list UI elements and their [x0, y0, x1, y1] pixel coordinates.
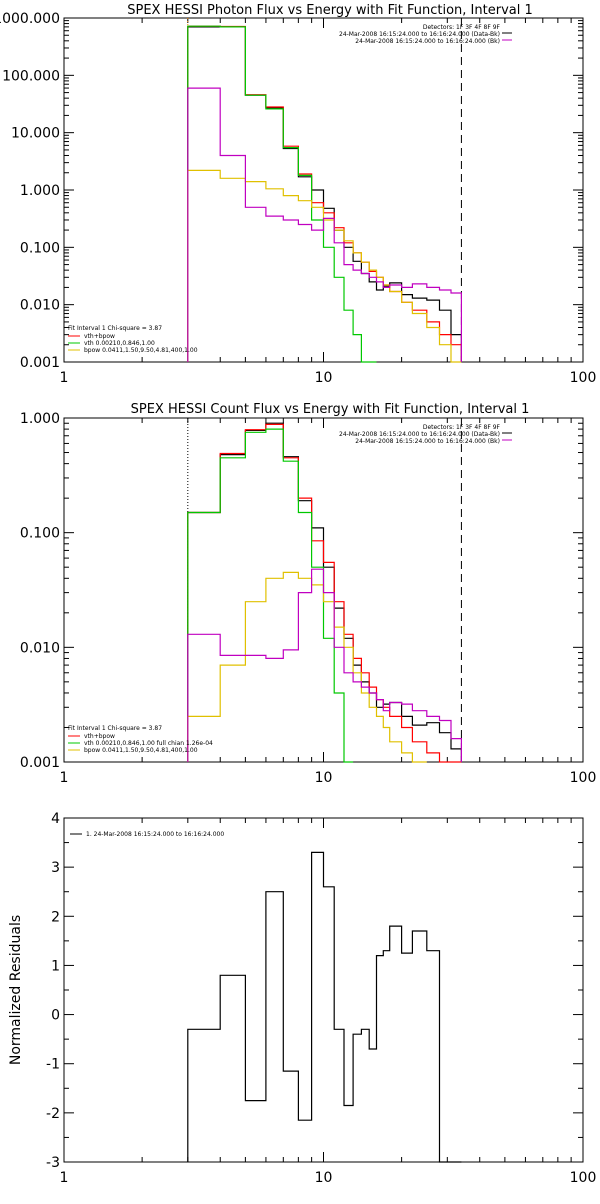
- count-legend-bpow: bpow 0.0411,1.50,9.50,4.81,400,1.00: [84, 747, 198, 754]
- count-xtick-label: 10: [315, 770, 333, 786]
- photon-ytick-label: 1.000: [20, 183, 60, 199]
- count-series-line-0: [187, 422, 462, 762]
- residuals-xtick-label: 100: [570, 1170, 597, 1186]
- photon-ytick-label: 0.010: [20, 298, 60, 314]
- count-ticks: 1 10 100 0.001 0.010 0.100 1.000: [20, 411, 596, 786]
- count-flux-chart: SPEX HESSI Count Flux vs Energy with Fit…: [20, 402, 596, 786]
- photon-legend-data: 24-Mar-2008 16:15:24.000 to 16:16:24.000…: [339, 31, 500, 38]
- photon-legend-left: Fit Interval 1 Chi-square = 3.87 vth+bpo…: [68, 325, 198, 354]
- residuals-ytick-label: -1: [46, 1057, 60, 1073]
- residuals-series: [187, 851, 462, 1163]
- count-series-line-2: [187, 428, 354, 763]
- count-fit-header: Fit Interval 1 Chi-square = 3.87: [68, 725, 162, 732]
- photon-ytick-label: 100.000: [2, 68, 60, 84]
- photon-legend-bpow: bpow 0.0411,1.50,9.50,4.81,400,1.00: [84, 347, 198, 354]
- count-xtick-label: 100: [570, 770, 597, 786]
- count-ytick-label: 0.100: [20, 526, 60, 542]
- photon-chart-title: SPEX HESSI Photon Flux vs Energy with Fi…: [127, 3, 533, 18]
- count-ytick-label: 0.010: [20, 640, 60, 656]
- photon-series-line-3: [187, 169, 462, 363]
- residuals-ytick-label: 1: [51, 958, 60, 974]
- count-legend-total: vth+bpow: [84, 733, 115, 740]
- residuals-ytick-label: 3: [51, 860, 60, 876]
- count-legend-header: Detectors: 1F 3F 4F 8F 9F: [423, 424, 501, 431]
- residuals-xtick-label: 1: [60, 1170, 69, 1186]
- photon-ytick-label: 0.100: [20, 240, 60, 256]
- residuals-xtick-label: 10: [315, 1170, 333, 1186]
- count-legend-vth: vth 0.00210,0.846,1.00 full chian 1.26e-…: [84, 740, 213, 747]
- count-series-line-4: [187, 568, 462, 762]
- count-series-line-3: [187, 571, 427, 763]
- photon-xtick-label: 10: [315, 370, 333, 386]
- photon-ytick-label: 10.000: [11, 126, 60, 142]
- count-legend-left: Fit Interval 1 Chi-square = 3.87 vth+bpo…: [68, 725, 213, 754]
- count-chart-title: SPEX HESSI Count Flux vs Energy with Fit…: [131, 402, 530, 417]
- count-legend-bk: 24-Mar-2008 16:15:24.000 to 16:16:24.000…: [355, 438, 500, 445]
- photon-xtick-label: 1: [60, 370, 69, 386]
- residuals-legend-label: 1. 24-Mar-2008 16:15:24.000 to 16:16:24.…: [86, 831, 224, 838]
- residuals-legend: 1. 24-Mar-2008 16:15:24.000 to 16:16:24.…: [70, 831, 224, 838]
- count-ytick-label: 1.000: [20, 411, 60, 427]
- photon-legend-right: Detectors: 1F 3F 4F 8F 9F 24-Mar-2008 16…: [339, 24, 512, 45]
- residuals-ytick-label: 0: [51, 1008, 60, 1024]
- photon-legend-header: Detectors: 1F 3F 4F 8F 9F: [423, 24, 501, 31]
- residuals-ytick-label: -3: [46, 1155, 60, 1171]
- photon-xtick-label: 100: [570, 370, 597, 386]
- photon-legend-total: vth+bpow: [84, 333, 115, 340]
- photon-flux-chart: SPEX HESSI Photon Flux vs Energy with Fi…: [0, 3, 596, 386]
- photon-fit-header: Fit Interval 1 Chi-square = 3.87: [68, 325, 162, 332]
- count-ytick-label: 0.001: [20, 755, 60, 771]
- photon-ytick-label: 0.001: [20, 355, 60, 371]
- residuals-ytick-label: -2: [46, 1106, 60, 1122]
- photon-ticks: 1 10 100 0.001 0.010 0.100 1.000 10.000 100.000 1…: [0, 11, 596, 386]
- photon-legend-vth: vth 0.00210,0.846,1.00: [84, 340, 155, 347]
- residuals-ytick-label: 4: [51, 811, 60, 827]
- residuals-ytick-label: 2: [51, 909, 60, 925]
- count-series-line-1: [187, 423, 462, 763]
- residuals-chart: Normalized Residuals 1 10 100 -3 -2 -1 0 1 2 3 4 1…: [8, 811, 596, 1186]
- residuals-y-axis-label: Normalized Residuals: [8, 915, 24, 1065]
- photon-series-line-2: [187, 25, 377, 363]
- residuals-series-line-0: [187, 851, 462, 1163]
- count-legend-right: Detectors: 1F 3F 4F 8F 9F 24-Mar-2008 16…: [339, 424, 512, 445]
- photon-series: [187, 18, 462, 363]
- photon-series-line-4: [187, 87, 462, 362]
- count-series: [187, 418, 462, 763]
- count-xtick-label: 1: [60, 770, 69, 786]
- photon-legend-bk: 24-Mar-2008 16:15:24.000 to 16:16:24.000…: [355, 38, 500, 45]
- count-legend-data: 24-Mar-2008 16:15:24.000 to 16:16:24.000…: [339, 431, 500, 438]
- residuals-ticks: 1 10 100 -3 -2 -1 0 1 2 3 4: [46, 811, 596, 1186]
